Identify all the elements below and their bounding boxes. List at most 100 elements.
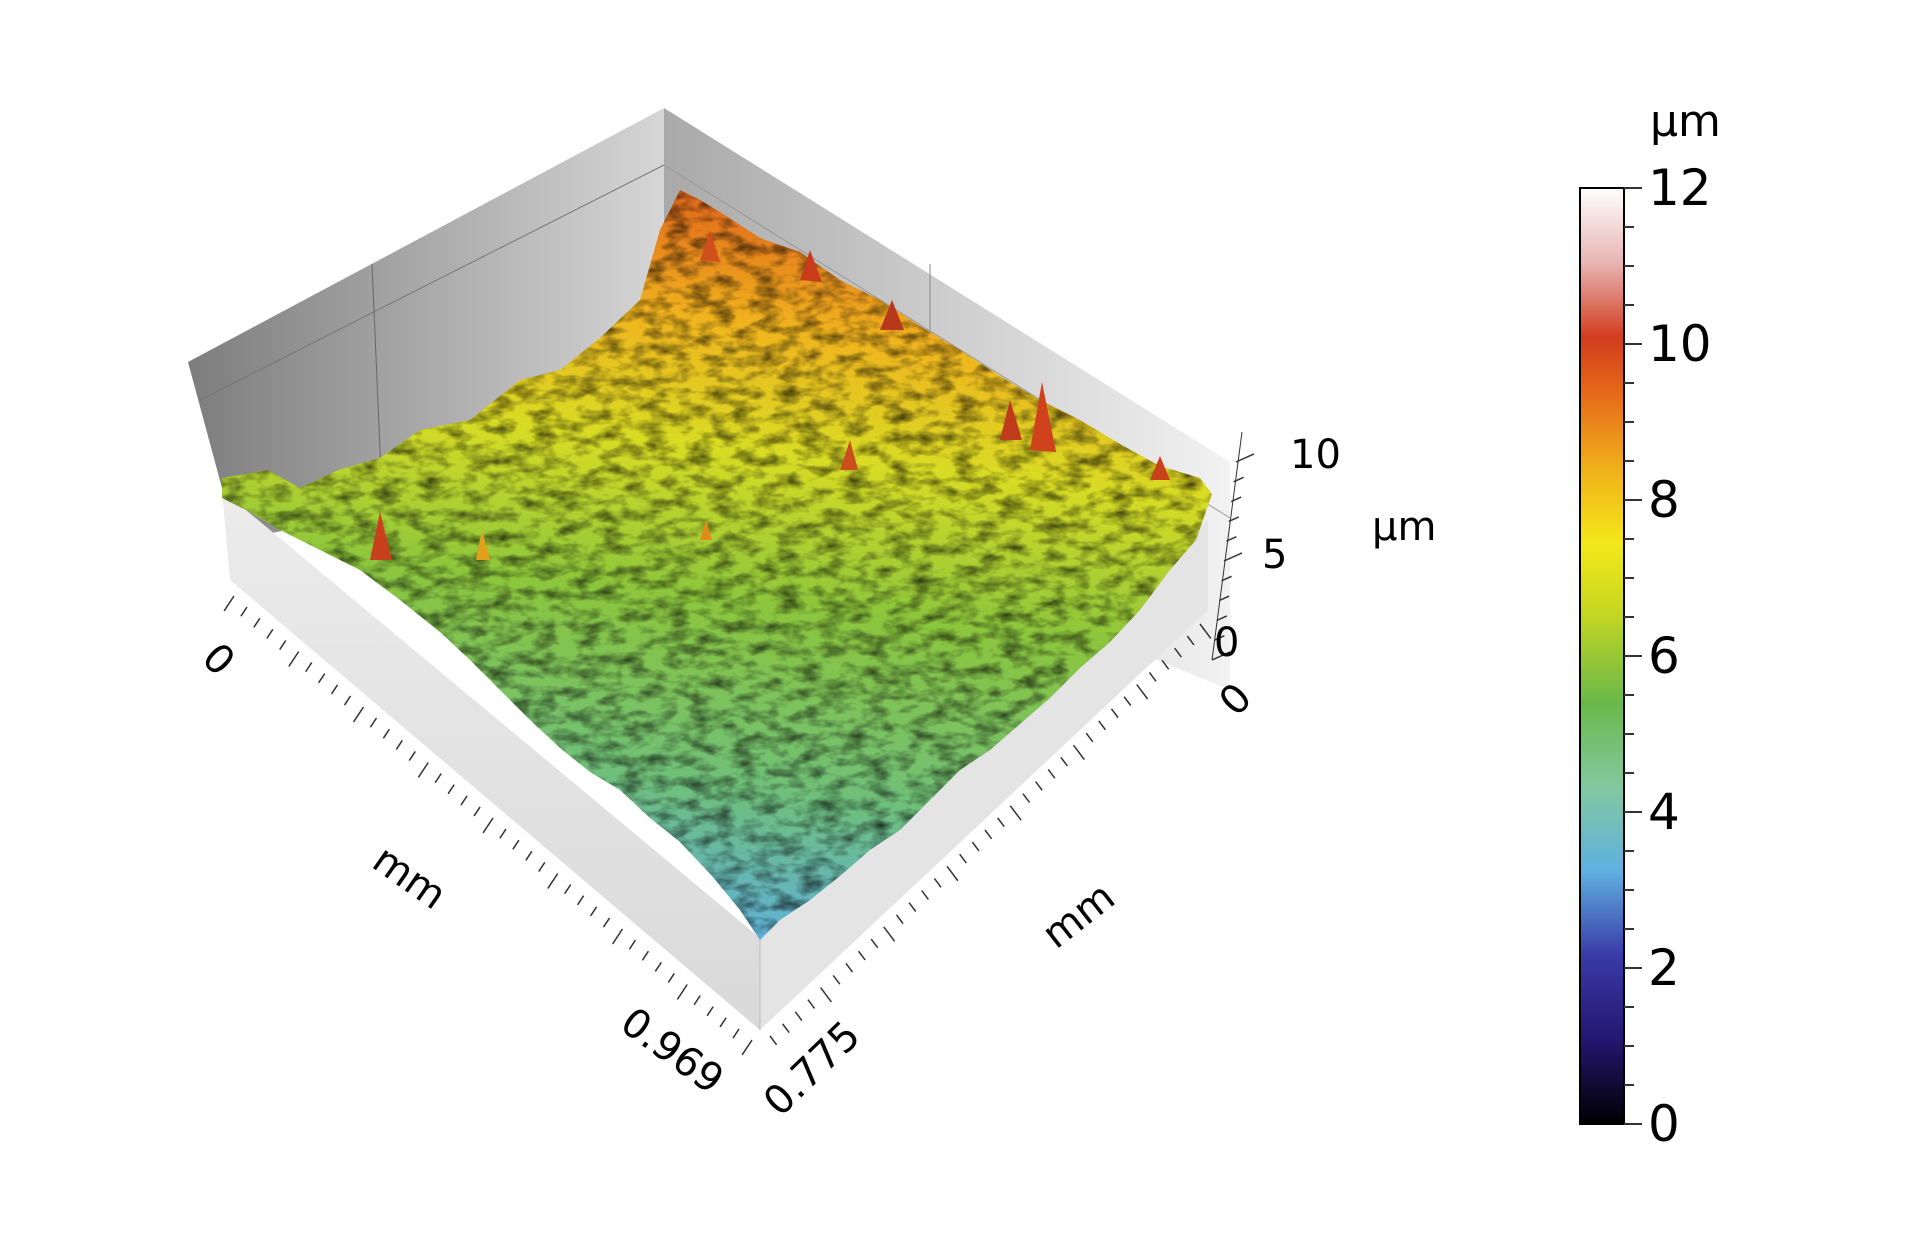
colorbar-tick-label: 12 [1648,159,1712,217]
y-axis-tick [845,962,854,973]
x-axis-tick [408,750,416,761]
x-axis-tick [732,1028,740,1039]
x-axis-tick [240,606,248,617]
colorbar-unit: µm [1650,96,1721,147]
colorbar-tick-label: 0 [1648,1095,1680,1153]
z-axis-tick [1226,536,1237,542]
x-axis-tick [611,928,624,945]
y-axis-tick [1148,672,1157,682]
x-axis-tick [564,884,572,895]
x-axis-tick [447,784,455,795]
y-axis-tick [832,974,841,985]
y-axis-tick [1199,623,1212,639]
x-axis-tick [395,739,403,750]
z-axis-tick [1211,651,1231,661]
wall-grid-line [199,164,665,401]
x-axis-tick [352,706,365,723]
y-axis-tick [1186,635,1195,646]
x-axis-tick [654,961,662,972]
y-axis-tick [1047,768,1056,779]
z-axis-tick [1221,575,1232,582]
y-axis-tick [1034,781,1043,791]
x-axis-tick [473,806,481,817]
y-axis-tick [895,914,904,925]
y-axis-tick [933,878,942,888]
y-axis-label: mm [1034,874,1124,958]
z-axis-tick-label-5: 5 [1262,532,1287,578]
x-axis-tick [719,1017,727,1028]
z-axis-label: µm [1372,504,1436,550]
x-axis-tick [417,762,429,778]
colorbar-tick-label: 2 [1648,939,1680,997]
x-axis-tick [628,939,637,950]
x-axis-tick [676,984,688,1000]
colorbar-tick-label: 8 [1648,471,1680,529]
wall-grid-line [371,263,383,497]
x-axis-tick [223,595,235,612]
y-axis-tick [870,938,879,949]
z-axis-line [1211,431,1243,661]
y-axis-tick [807,999,816,1009]
x-axis-tick-label-start: 0 [193,635,244,686]
y-axis-tick [1085,732,1094,743]
surface-peaks [370,230,1170,560]
x-axis-tick [279,639,287,650]
x-axis-tick [547,873,559,889]
y-axis-tick [1110,708,1119,719]
y-axis-tick [1072,744,1085,761]
x-axis-tick [602,917,611,928]
x-axis-tick [482,817,494,834]
y-axis-tick [959,853,967,864]
z-axis-tick [1218,595,1230,602]
y-axis-tick-label-end: 0.775 [755,1013,869,1126]
z-axis-tick [1233,476,1244,483]
z-axis-tick [1235,453,1255,463]
x-axis-tick [317,673,326,684]
surface-texture [222,190,1212,940]
y-axis-tick [1161,659,1170,670]
y-axis-tick [1136,684,1149,700]
y-axis-tick [971,841,980,852]
colorbar-tick-label: 10 [1648,315,1712,373]
y-axis-tick [1123,696,1132,706]
y-axis-tick [1098,720,1107,731]
y-axis-tick [1009,805,1022,821]
x-axis-tick [741,1039,753,1056]
z-axis-tick [1223,552,1243,562]
x-axis-tick [343,695,352,706]
base-left-side [222,490,760,1030]
y-axis-tick [1060,756,1069,767]
x-axis-tick [266,628,274,639]
x-axis-tick-label-end: 0.969 [612,999,732,1104]
z-axis-tick-label-10: 10 [1290,432,1341,478]
x-axis-tick [305,662,313,673]
y-axis-tick [946,865,959,882]
y-axis-tick [819,987,832,1003]
y-axis-tick [997,817,1005,828]
y-axis-tick [984,829,993,840]
x-axis-tick [693,995,701,1006]
x-axis-tick [434,773,442,784]
y-axis-tick [782,1023,790,1034]
z-axis-tick [1230,496,1242,503]
z-axis-tick [1216,615,1228,622]
x-axis-tick [499,828,507,839]
x-axis-label: mm [364,837,454,919]
x-axis-tick [589,906,598,917]
colorbar-ticks: 0 2 4 6 8 10 12 [1624,159,1712,1153]
z-axis-tick-label-0: 0 [1214,620,1239,666]
x-axis-tick [288,651,300,667]
colorbar-tick-label: 6 [1648,627,1680,685]
x-axis-tick [382,728,391,739]
y-axis-tick [883,926,896,942]
x-axis-tick [538,861,546,872]
z-axis-tick [1228,516,1240,523]
x-axis-tick [667,972,675,983]
x-axis-tick [253,617,261,628]
y-axis-ticks [769,623,1212,1046]
y-axis-tick [908,902,917,912]
x-axis-tick [706,1006,714,1017]
x-axis-tick [641,950,650,961]
